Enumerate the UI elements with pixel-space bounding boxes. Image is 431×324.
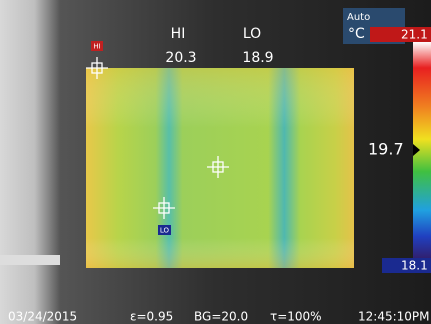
hi-value: 20.3 bbox=[165, 50, 196, 66]
background-temp: BG=20.0 bbox=[194, 310, 248, 324]
unit-label: °C bbox=[348, 26, 365, 42]
window-sill bbox=[0, 255, 60, 265]
scale-max: 21.1 bbox=[401, 28, 428, 42]
page: HI 20.3 LO 18.9 Auto °C 21.1 18.1 19.7 H… bbox=[0, 0, 431, 324]
lo-label: LO bbox=[243, 26, 261, 42]
thermal-shade bbox=[86, 68, 354, 268]
thermal-screen: HI 20.3 LO 18.9 Auto °C 21.1 18.1 19.7 H… bbox=[0, 0, 431, 324]
hi-marker: HI bbox=[93, 43, 100, 51]
lo-value: 18.9 bbox=[242, 50, 273, 66]
emissivity: ε=0.95 bbox=[130, 310, 173, 324]
lo-marker: LO bbox=[160, 227, 170, 235]
date: 03/24/2015 bbox=[8, 310, 77, 324]
hi-label: HI bbox=[171, 26, 186, 42]
transmission: τ=100% bbox=[270, 310, 322, 324]
time: 12:45:10PM bbox=[358, 310, 429, 324]
scale-center: 19.7 bbox=[368, 140, 404, 159]
auto-label: Auto bbox=[347, 12, 370, 23]
scale-min: 18.1 bbox=[401, 259, 428, 273]
